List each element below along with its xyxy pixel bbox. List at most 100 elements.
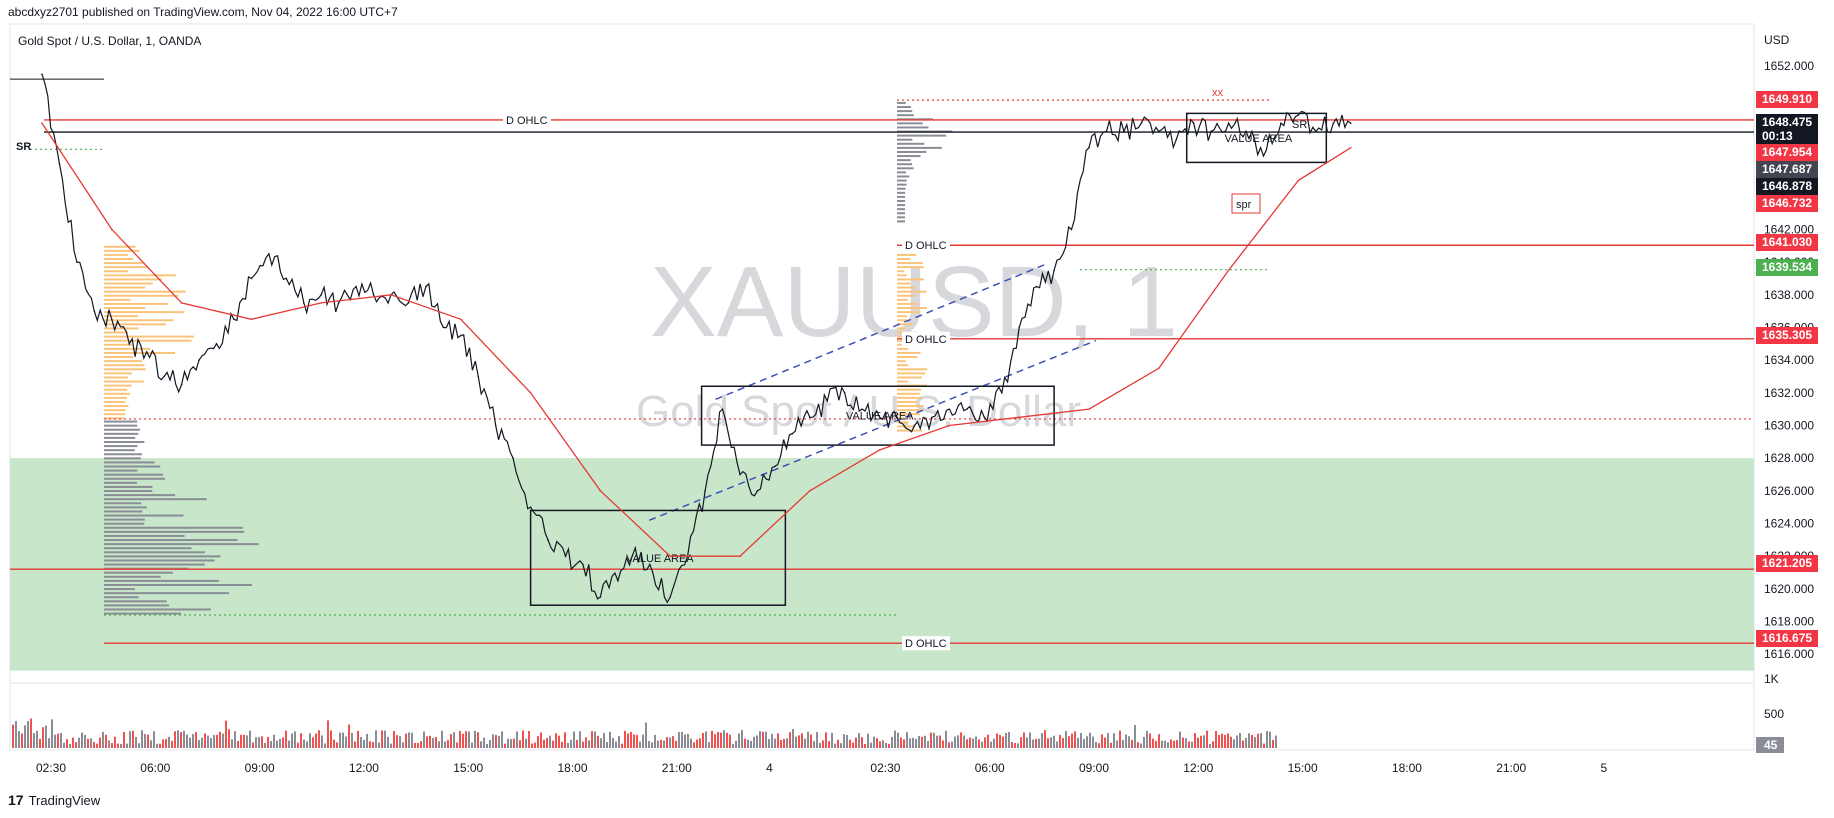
profile-bar-lower <box>104 473 163 476</box>
volume-bar <box>1014 743 1016 748</box>
profile-bar-upper <box>104 315 139 318</box>
volume-bar <box>1026 737 1028 748</box>
volume-bar <box>261 736 263 748</box>
profile-bar-lower <box>104 583 252 586</box>
level-label[interactable]: D OHLC <box>905 334 947 346</box>
time-tick-label[interactable]: 06:00 <box>140 761 170 775</box>
level-label[interactable]: D OHLC <box>905 638 947 650</box>
annotation-spr[interactable]: spr <box>1236 199 1252 211</box>
profile-bar-day2 <box>897 175 910 178</box>
price-tick-label[interactable]: 1624.000 <box>1764 517 1814 531</box>
volume-bar <box>747 739 749 748</box>
price-tick-label[interactable]: 1634.000 <box>1764 353 1814 367</box>
price-tag-bg <box>1756 114 1818 144</box>
volume-bar <box>762 731 764 748</box>
price-point <box>913 424 916 427</box>
volume-bar <box>1125 734 1127 748</box>
profile-bar-day2 <box>897 187 906 190</box>
price-tick-label[interactable]: 1616.000 <box>1764 647 1814 661</box>
time-tick-label[interactable]: 06:00 <box>975 761 1005 775</box>
volume-bar <box>714 734 716 748</box>
chart[interactable]: XAUUSD, 1 Gold Spot / U.S. Dollar D OHLC… <box>0 0 1834 790</box>
level-label[interactable]: D OHLC <box>506 115 548 127</box>
volume-bar <box>564 732 566 748</box>
volume-bar <box>408 732 410 748</box>
price-point <box>756 490 759 492</box>
volume-bar <box>879 741 881 748</box>
price-tick-label[interactable]: 1628.000 <box>1764 451 1814 465</box>
time-tick-label[interactable]: 12:00 <box>1183 761 1213 775</box>
profile-bar-upper <box>104 335 195 338</box>
profile-bar-lower <box>104 559 215 562</box>
volume-bar <box>597 735 599 748</box>
demand-zone[interactable] <box>10 458 1754 671</box>
time-tick-label[interactable]: 5 <box>1601 761 1608 775</box>
volume-bar <box>1206 730 1208 748</box>
value-area-box[interactable] <box>700 385 1055 446</box>
profile-bar-day2-orange <box>897 417 905 420</box>
time-tick-label[interactable]: 18:00 <box>558 761 588 775</box>
profile-bar-upper <box>104 417 125 420</box>
volume-bar <box>510 739 512 748</box>
time-tick-label[interactable]: 09:00 <box>1079 761 1109 775</box>
time-tick-label[interactable]: 18:00 <box>1392 761 1422 775</box>
time-tick-label[interactable]: 21:00 <box>1496 761 1526 775</box>
trendlines[interactable] <box>648 263 1097 521</box>
volume-bar <box>141 730 143 748</box>
time-tick-label[interactable]: 15:00 <box>453 761 483 775</box>
level-label[interactable]: D OHLC <box>905 240 947 252</box>
price-tick-label[interactable]: 1638.000 <box>1764 288 1814 302</box>
time-tick-label[interactable]: 21:00 <box>662 761 692 775</box>
profile-bar-upper <box>104 356 134 359</box>
volume-bar <box>324 743 326 748</box>
price-tick-label[interactable]: 1626.000 <box>1764 484 1814 498</box>
value-area-label[interactable]: VALUE AREA <box>1225 133 1293 145</box>
price-series <box>41 73 1352 604</box>
volume-bar <box>579 731 581 748</box>
volume-bar <box>1092 736 1094 748</box>
annotation-sr-left[interactable]: SR <box>16 141 31 153</box>
volume-bar <box>1194 733 1196 748</box>
price-point <box>582 563 584 566</box>
price-tick-label[interactable]: 1642.000 <box>1764 222 1814 236</box>
volume-bar <box>684 734 686 748</box>
volume-bar <box>345 736 347 748</box>
ma-point <box>529 392 532 394</box>
volume-bar <box>1020 737 1022 748</box>
profile-bar-day2 <box>897 216 906 219</box>
price-tick-label[interactable]: 1620.000 <box>1764 582 1814 596</box>
annotation-sr-right[interactable]: SR <box>1292 119 1307 131</box>
price-tick-label[interactable]: 1618.000 <box>1764 615 1814 629</box>
trendline-lower[interactable] <box>648 339 1097 521</box>
volume-bar <box>36 730 38 748</box>
value-area-box[interactable] <box>1185 112 1328 164</box>
volume-bar <box>759 731 761 748</box>
value-area-box[interactable] <box>529 509 787 606</box>
volume-bar <box>1095 741 1097 748</box>
volume-bar <box>1056 741 1058 748</box>
profile-bar-lower <box>104 522 145 525</box>
ma-point <box>1349 146 1352 149</box>
profile-bar-upper <box>104 319 174 322</box>
volume-bar <box>270 740 272 748</box>
volume-bar <box>627 733 629 748</box>
volume-bar <box>810 734 812 748</box>
level-label-bg <box>902 238 950 253</box>
time-tick-label[interactable]: 15:00 <box>1288 761 1318 775</box>
price-point <box>861 408 863 410</box>
time-tick-label[interactable]: 4 <box>766 761 773 775</box>
annotation-xx[interactable]: xx <box>1212 87 1224 99</box>
price-tick-label[interactable]: 1630.000 <box>1764 418 1814 432</box>
price-tick-label[interactable]: 1632.000 <box>1764 386 1814 400</box>
price-point <box>198 359 200 361</box>
price-tick-label[interactable]: 1652.000 <box>1764 59 1814 73</box>
ma-point <box>1018 416 1020 419</box>
time-tick-label[interactable]: 02:30 <box>36 761 66 775</box>
price-levels[interactable]: D OHLC D OHLC D OHLC D OHLC <box>10 78 1754 651</box>
time-tick-label[interactable]: 09:00 <box>245 761 275 775</box>
time-tick-label[interactable]: 12:00 <box>349 761 379 775</box>
time-tick-label[interactable]: 02:30 <box>870 761 900 775</box>
volume-bar <box>624 730 626 748</box>
volume-bar <box>267 737 269 748</box>
time-axis[interactable]: 02:30 06:00 09:00 12:00 15:00 18:00 21:00 4 02:3… <box>36 761 1608 775</box>
